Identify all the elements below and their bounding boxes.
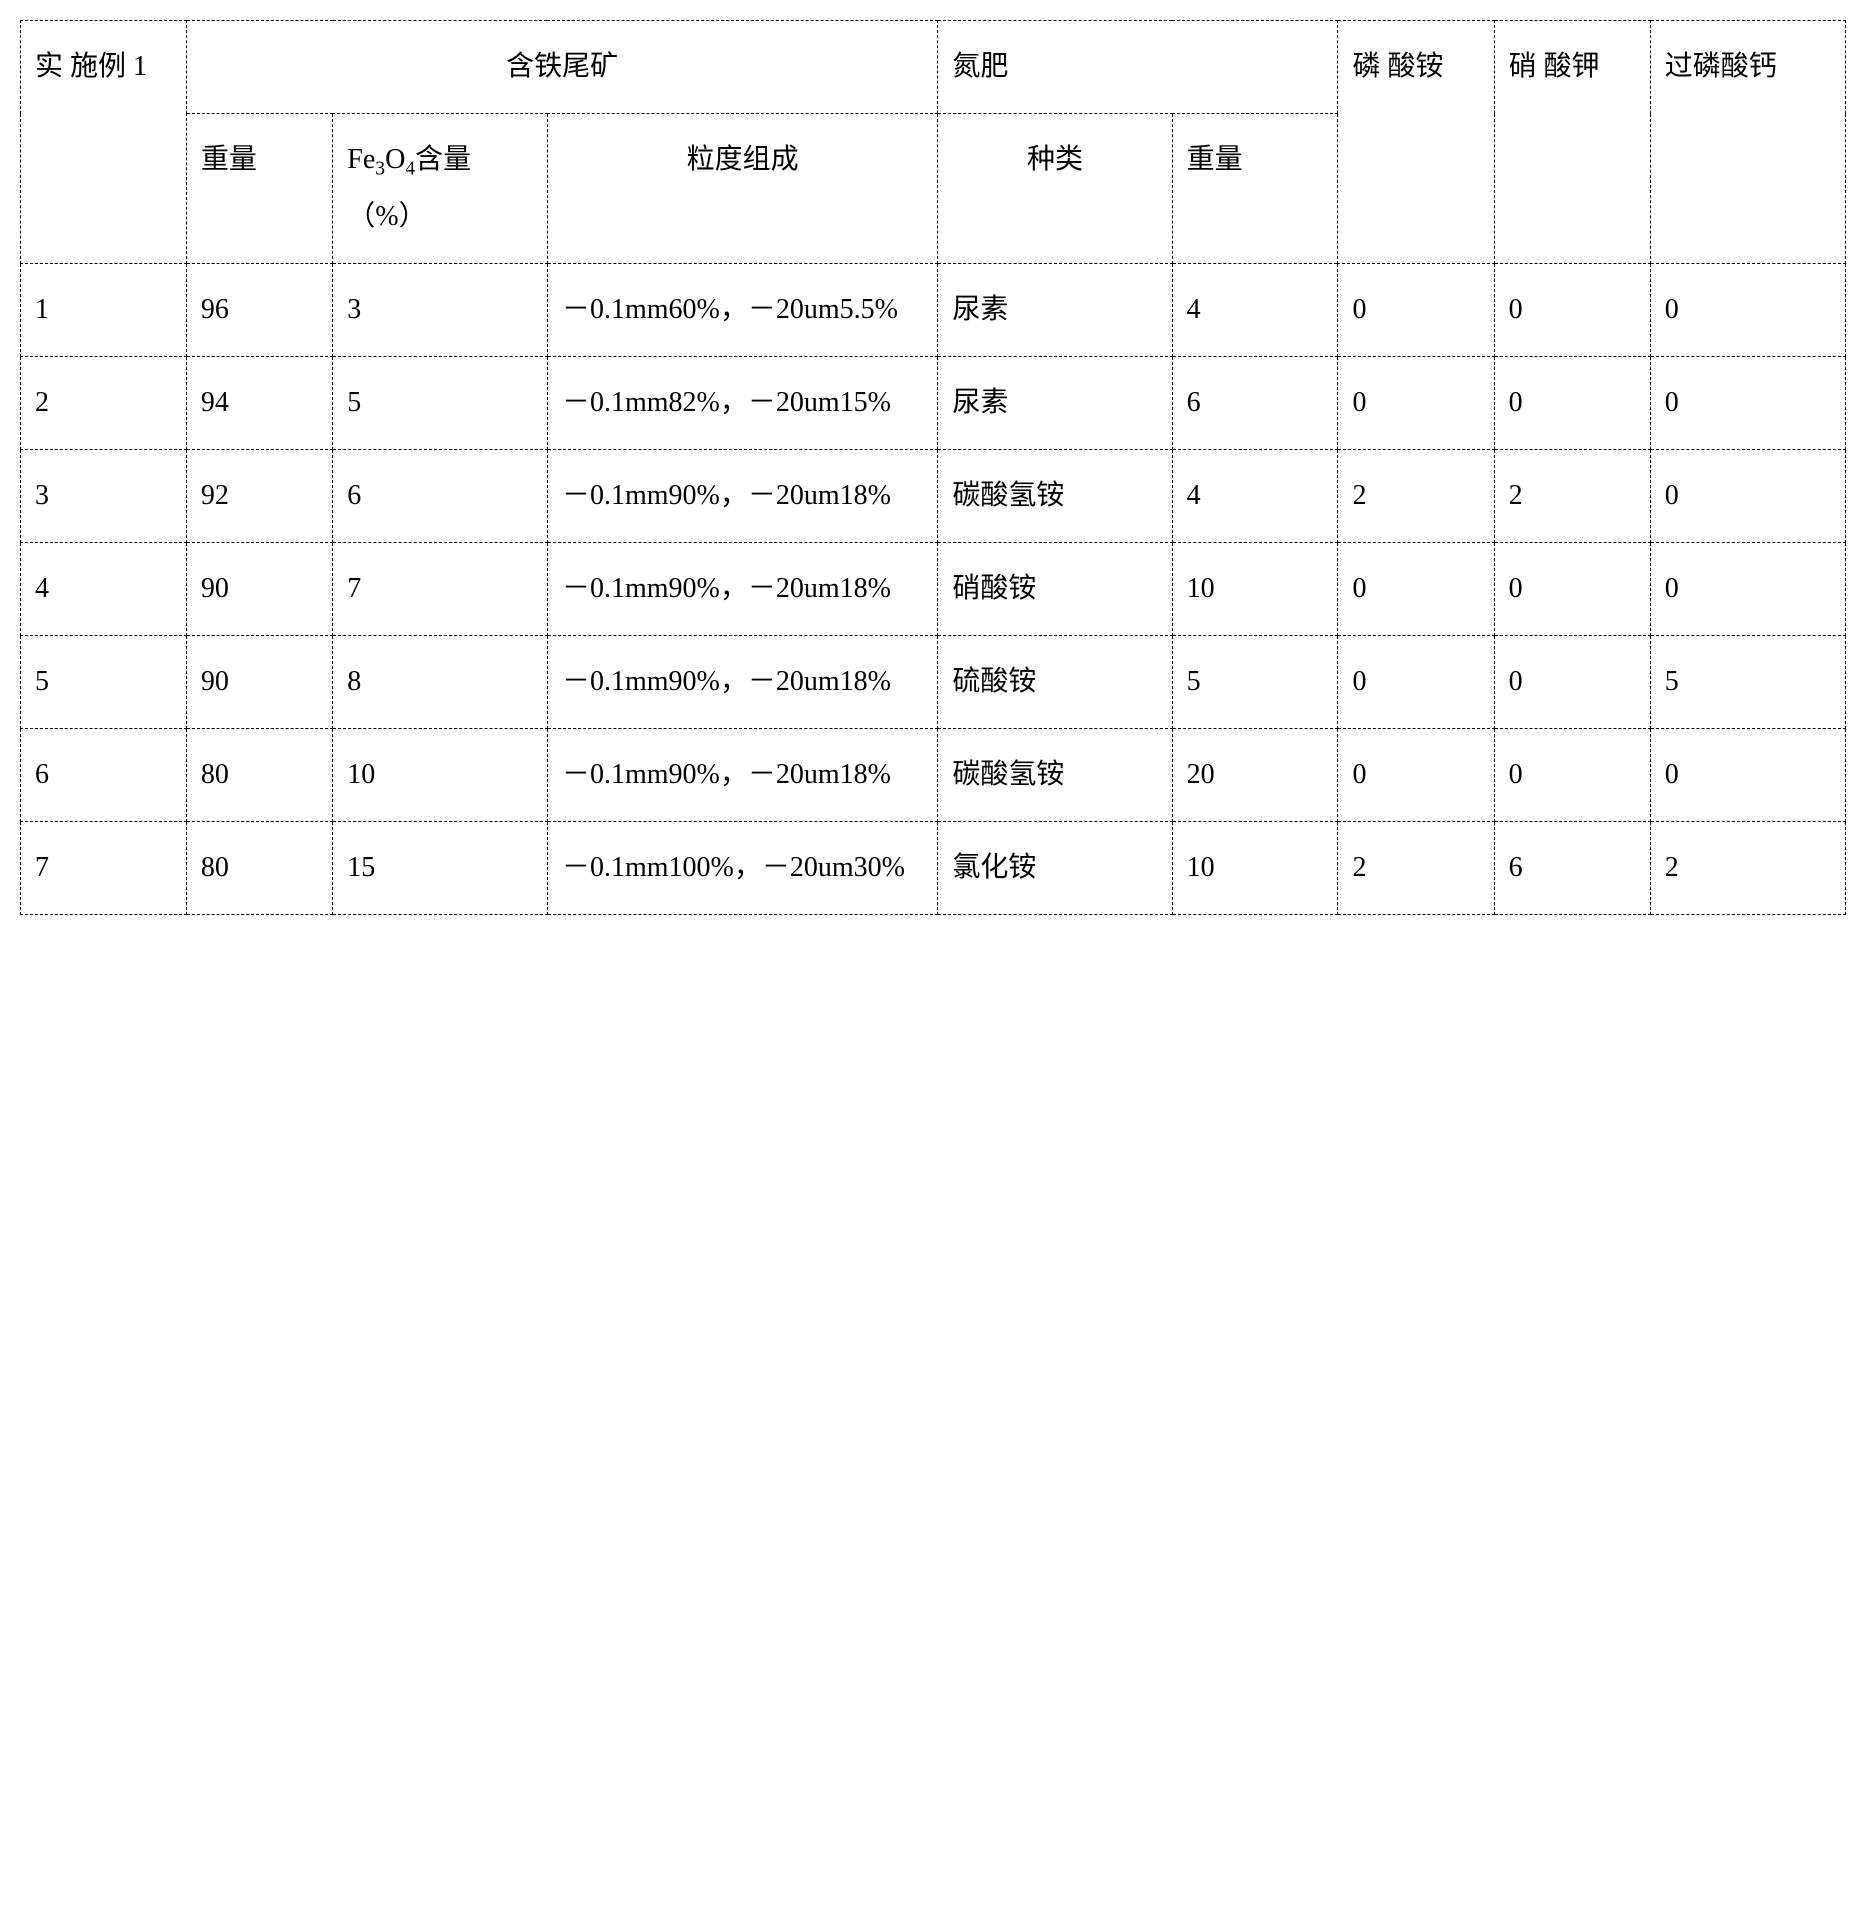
cell-idx: 5 <box>21 635 187 728</box>
cell-fe3o4: 3 <box>333 263 548 356</box>
hdr-potassium-nitrate: 硝 酸钾 <box>1494 21 1650 264</box>
cell-ca: 0 <box>1650 542 1845 635</box>
cell-idx: 4 <box>21 542 187 635</box>
cell-nwt: 10 <box>1172 821 1338 914</box>
cell-k: 0 <box>1494 263 1650 356</box>
hdr-nweight: 重量 <box>1172 114 1338 264</box>
cell-p: 0 <box>1338 728 1494 821</box>
cell-kind: 尿素 <box>938 356 1172 449</box>
cell-fe3o4: 6 <box>333 449 548 542</box>
cell-weight: 90 <box>186 542 332 635</box>
cell-p: 0 <box>1338 635 1494 728</box>
cell-k: 0 <box>1494 356 1650 449</box>
cell-idx: 2 <box>21 356 187 449</box>
cell-idx: 7 <box>21 821 187 914</box>
cell-fe3o4: 15 <box>333 821 548 914</box>
table-row: 4907－0.1mm90%，－20um18%硝酸铵10000 <box>21 542 1846 635</box>
cell-weight: 80 <box>186 821 332 914</box>
cell-idx: 3 <box>21 449 187 542</box>
cell-fe3o4: 7 <box>333 542 548 635</box>
cell-weight: 96 <box>186 263 332 356</box>
cell-p: 2 <box>1338 449 1494 542</box>
cell-kind: 碳酸氢铵 <box>938 728 1172 821</box>
cell-k: 0 <box>1494 635 1650 728</box>
cell-ca: 0 <box>1650 356 1845 449</box>
cell-kind: 氯化铵 <box>938 821 1172 914</box>
cell-nwt: 20 <box>1172 728 1338 821</box>
table-body: 1963－0.1mm60%，－20um5.5%尿素40002945－0.1mm8… <box>21 263 1846 914</box>
cell-gran: －0.1mm90%，－20um18% <box>547 542 937 635</box>
cell-nwt: 5 <box>1172 635 1338 728</box>
table-row: 68010－0.1mm90%，－20um18%碳酸氢铵20000 <box>21 728 1846 821</box>
cell-k: 0 <box>1494 728 1650 821</box>
cell-kind: 硝酸铵 <box>938 542 1172 635</box>
cell-gran: －0.1mm60%，－20um5.5% <box>547 263 937 356</box>
header-row-1: 实 施例 1 含铁尾矿 氮肥 磷 酸铵 硝 酸钾 过磷酸钙 <box>21 21 1846 114</box>
cell-gran: －0.1mm82%，－20um15% <box>547 356 937 449</box>
cell-weight: 90 <box>186 635 332 728</box>
cell-idx: 1 <box>21 263 187 356</box>
hdr-ammonium-phosphate: 磷 酸铵 <box>1338 21 1494 264</box>
cell-fe3o4: 10 <box>333 728 548 821</box>
cell-idx: 6 <box>21 728 187 821</box>
table-row: 2945－0.1mm82%，－20um15%尿素6000 <box>21 356 1846 449</box>
cell-ca: 0 <box>1650 728 1845 821</box>
hdr-nitrogen-fert: 氮肥 <box>938 21 1338 114</box>
cell-ca: 0 <box>1650 263 1845 356</box>
hdr-fe3o4: Fe3O4含量（%） <box>333 114 548 264</box>
cell-p: 0 <box>1338 542 1494 635</box>
cell-k: 0 <box>1494 542 1650 635</box>
cell-ca: 2 <box>1650 821 1845 914</box>
cell-kind: 碳酸氢铵 <box>938 449 1172 542</box>
cell-k: 2 <box>1494 449 1650 542</box>
table-header: 实 施例 1 含铁尾矿 氮肥 磷 酸铵 硝 酸钾 过磷酸钙 重量 Fe3O4含量… <box>21 21 1846 264</box>
hdr-example: 实 施例 1 <box>21 21 187 264</box>
table-row: 1963－0.1mm60%，－20um5.5%尿素4000 <box>21 263 1846 356</box>
cell-k: 6 <box>1494 821 1650 914</box>
hdr-calcium-superphosphate: 过磷酸钙 <box>1650 21 1845 264</box>
cell-fe3o4: 8 <box>333 635 548 728</box>
cell-nwt: 6 <box>1172 356 1338 449</box>
cell-p: 0 <box>1338 263 1494 356</box>
cell-nwt: 4 <box>1172 449 1338 542</box>
cell-gran: －0.1mm100%，－20um30% <box>547 821 937 914</box>
cell-p: 2 <box>1338 821 1494 914</box>
cell-kind: 硫酸铵 <box>938 635 1172 728</box>
cell-gran: －0.1mm90%，－20um18% <box>547 635 937 728</box>
cell-ca: 5 <box>1650 635 1845 728</box>
cell-gran: －0.1mm90%，－20um18% <box>547 728 937 821</box>
cell-kind: 尿素 <box>938 263 1172 356</box>
cell-weight: 94 <box>186 356 332 449</box>
hdr-weight: 重量 <box>186 114 332 264</box>
data-table: 实 施例 1 含铁尾矿 氮肥 磷 酸铵 硝 酸钾 过磷酸钙 重量 Fe3O4含量… <box>20 20 1846 915</box>
cell-p: 0 <box>1338 356 1494 449</box>
hdr-granularity: 粒度组成 <box>547 114 937 264</box>
cell-weight: 80 <box>186 728 332 821</box>
cell-ca: 0 <box>1650 449 1845 542</box>
hdr-kind: 种类 <box>938 114 1172 264</box>
table-row: 5908－0.1mm90%，－20um18%硫酸铵5005 <box>21 635 1846 728</box>
table-row: 3926－0.1mm90%，－20um18%碳酸氢铵4220 <box>21 449 1846 542</box>
cell-nwt: 10 <box>1172 542 1338 635</box>
cell-fe3o4: 5 <box>333 356 548 449</box>
cell-gran: －0.1mm90%，－20um18% <box>547 449 937 542</box>
hdr-iron-tailings: 含铁尾矿 <box>186 21 937 114</box>
cell-nwt: 4 <box>1172 263 1338 356</box>
table-row: 78015－0.1mm100%，－20um30%氯化铵10262 <box>21 821 1846 914</box>
cell-weight: 92 <box>186 449 332 542</box>
